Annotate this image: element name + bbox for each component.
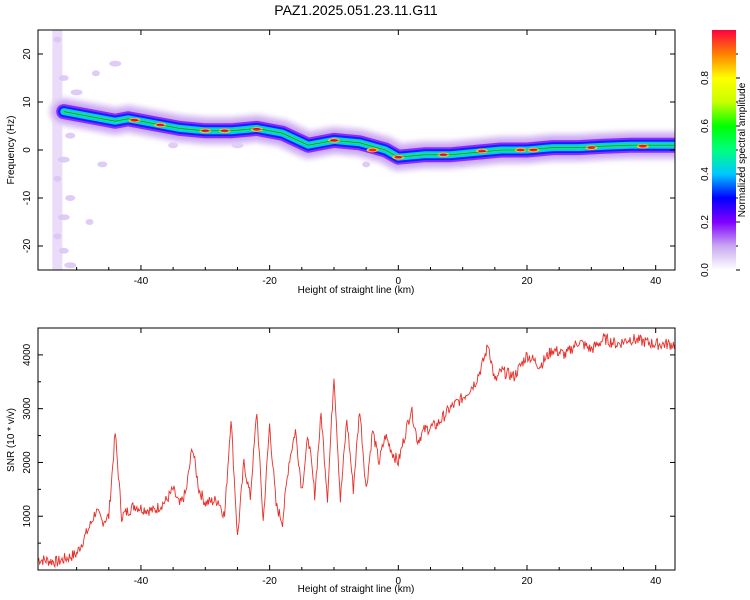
colorbar-tick-label: 0.0 — [700, 263, 711, 277]
spectrogram-frame — [37, 29, 676, 271]
chart-title: PAZ1.2025.051.23.11.G11 — [274, 2, 438, 18]
snr-y-tick-label: 4000 — [22, 343, 33, 366]
snr-series — [38, 332, 675, 569]
snr-panel: -40 -20 0 20 40 1000 2000 3000 4000 Height of st… — [6, 327, 676, 595]
spectrogram-y-tick-label: 10 — [22, 96, 33, 108]
spectrogram-noise-blob — [109, 60, 122, 67]
colorbar-tick-label: 0.4 — [700, 167, 711, 181]
spectrogram-noise-blob — [70, 89, 83, 96]
snr-x-tick-label: 0 — [396, 576, 402, 587]
colorbar-tick-label: 0.6 — [700, 119, 711, 133]
spectrogram-y-axis-label: Frequency (Hz) — [6, 116, 17, 185]
spectrogram-noise-blob — [97, 161, 108, 168]
spectrogram-noise-blob — [85, 219, 94, 225]
spectrogram-x-tick-label: -40 — [134, 276, 149, 287]
snr-frame — [37, 327, 676, 571]
spectrogram-noise-blob — [65, 132, 76, 139]
spectrogram-y-tick-label: -10 — [22, 190, 33, 205]
snr-x-tick-label: -40 — [134, 576, 149, 587]
spectrogram-noise-blob — [91, 70, 100, 77]
spectrogram-noise-blob — [362, 161, 371, 168]
snr-x-tick-label: -20 — [262, 576, 277, 587]
snr-x-tick-label: 40 — [650, 576, 662, 587]
spectrogram-x-axis-label: Height of straight line (km) — [298, 285, 415, 296]
snr-line — [38, 332, 675, 569]
snr-x-axis-label: Height of straight line (km) — [298, 584, 415, 595]
spectrogram-x-tick-label: 40 — [650, 276, 662, 287]
spectrogram-noise-blob — [64, 262, 77, 269]
colorbar: 0.0 0.2 0.4 0.6 0.8 Normalized spectral ampl… — [700, 30, 748, 277]
spectrogram-y-tick-label: 20 — [22, 48, 33, 60]
snr-x-tick-label: 20 — [521, 576, 533, 587]
spectrogram-y-tick-label: -20 — [22, 238, 33, 253]
colorbar-label: Normalized spectral amplitude — [737, 82, 748, 217]
colorbar-tick-label: 0.8 — [700, 71, 711, 85]
colorbar-tick-label: 0.2 — [700, 215, 711, 229]
snr-y-axis-label: SNR (10 * v/v) — [6, 408, 17, 472]
spectrogram-noise-blob — [65, 195, 76, 201]
spectrogram-noise-blob — [168, 142, 179, 149]
spectrogram-x-tick-label: 20 — [521, 276, 533, 287]
snr-ticks: -40 -20 0 20 40 1000 2000 3000 4000 — [22, 327, 675, 587]
colorbar-scale — [712, 30, 736, 270]
spectrogram-x-tick-label: -20 — [262, 276, 277, 287]
snr-y-tick-label: 1000 — [22, 505, 33, 528]
spectrogram-ticks: -40 -20 0 20 40 20 10 0 -10 -20 — [22, 30, 675, 287]
spectrogram-panel: -40 -20 0 20 40 20 10 0 -10 -20 Height of straigh… — [6, 29, 676, 296]
spectrogram-peak — [368, 148, 377, 152]
snr-y-tick-label: 2000 — [22, 451, 33, 474]
spectrogram-ridge-line — [63, 111, 675, 158]
spectrogram-y-tick-label: 0 — [22, 147, 33, 153]
spectrogram-x-tick-label: 0 — [396, 276, 402, 287]
spectrogram-heat — [48, 30, 675, 270]
snr-y-tick-label: 3000 — [22, 397, 33, 420]
colorbar-ticks: 0.0 0.2 0.4 0.6 0.8 — [700, 53, 740, 277]
